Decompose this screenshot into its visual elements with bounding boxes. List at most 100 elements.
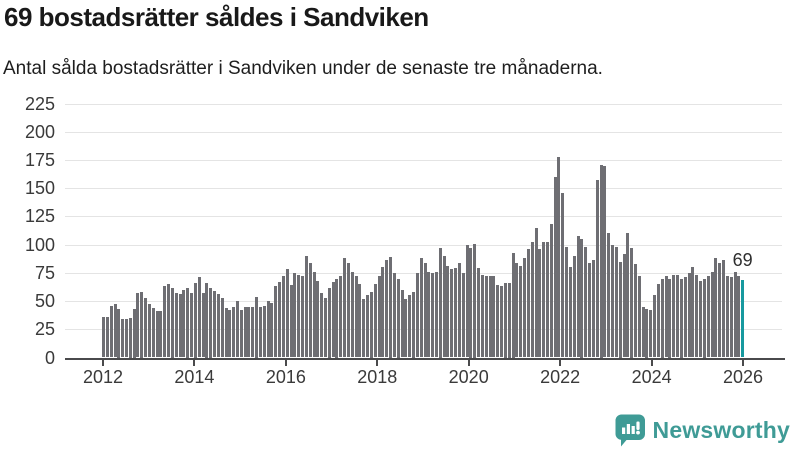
bar xyxy=(431,272,435,358)
bar xyxy=(584,246,588,358)
bar xyxy=(676,275,679,358)
bar xyxy=(572,255,576,358)
bar xyxy=(343,258,347,358)
bar xyxy=(251,306,255,358)
gridline xyxy=(65,131,782,133)
bar xyxy=(568,267,572,358)
bar xyxy=(454,268,458,358)
bar xyxy=(618,261,622,358)
bar xyxy=(630,248,634,358)
bar xyxy=(312,271,316,358)
bar xyxy=(634,263,637,358)
bar xyxy=(293,272,297,358)
bar xyxy=(197,277,201,358)
bar xyxy=(488,276,492,358)
bar xyxy=(125,319,128,358)
y-axis-tick-label: 50 xyxy=(34,291,55,312)
bar xyxy=(205,283,209,358)
bar xyxy=(281,276,285,358)
x-axis-tick-label: 2020 xyxy=(448,367,489,387)
bar xyxy=(622,253,626,358)
bar xyxy=(174,293,178,358)
bar xyxy=(542,242,546,358)
bar xyxy=(576,235,580,358)
x-axis-tick-label: 2026 xyxy=(722,367,764,387)
x-axis-tick-label: 2018 xyxy=(357,367,398,387)
bar xyxy=(492,276,496,358)
bar xyxy=(201,293,205,358)
bar xyxy=(457,262,461,358)
bar xyxy=(392,272,396,358)
bar xyxy=(565,246,569,358)
bar xyxy=(346,262,350,358)
x-axis-tick xyxy=(102,359,104,366)
bar xyxy=(603,165,607,358)
bar xyxy=(297,275,301,358)
newsworthy-wordmark: Newsworthy xyxy=(652,417,790,443)
bar xyxy=(243,306,247,358)
x-axis-tick xyxy=(284,359,287,366)
bar xyxy=(373,284,377,358)
bar xyxy=(105,316,109,358)
bar xyxy=(626,233,630,358)
bar xyxy=(151,307,155,358)
y-axis-tick-label: 25 xyxy=(34,319,55,340)
bar xyxy=(580,239,584,358)
bar xyxy=(144,297,148,358)
gridline xyxy=(65,103,782,105)
bar xyxy=(381,267,385,358)
bar xyxy=(515,262,519,358)
bar xyxy=(599,164,603,358)
bar xyxy=(354,276,358,358)
bar xyxy=(415,272,419,358)
bar xyxy=(377,276,381,358)
bar xyxy=(668,278,672,358)
bar xyxy=(641,306,645,358)
bar xyxy=(530,242,534,358)
bar xyxy=(408,295,412,358)
y-axis-tick-label: 125 xyxy=(24,206,55,227)
y-axis-tick-label: 75 xyxy=(34,262,55,283)
bar xyxy=(182,289,186,358)
bar xyxy=(427,271,431,358)
x-axis-tick xyxy=(193,359,196,366)
bar xyxy=(255,296,259,358)
bar xyxy=(545,242,549,358)
bar xyxy=(304,255,308,358)
bar xyxy=(664,276,668,358)
bar xyxy=(561,192,565,358)
bar xyxy=(400,289,404,358)
bar xyxy=(503,283,507,358)
bar xyxy=(247,306,251,358)
bar xyxy=(607,233,611,358)
bar xyxy=(637,276,641,358)
bar xyxy=(232,306,236,358)
bar xyxy=(136,293,140,358)
gridline xyxy=(65,244,782,246)
y-axis-tick-label: 150 xyxy=(24,178,55,199)
bar xyxy=(549,224,553,358)
x-axis-tick-label: 2016 xyxy=(265,367,306,387)
bar xyxy=(320,293,324,358)
bar xyxy=(358,284,362,358)
bar xyxy=(729,277,733,358)
bar xyxy=(699,280,702,358)
x-axis-tick xyxy=(650,359,653,366)
x-axis-tick xyxy=(467,359,470,366)
bar xyxy=(450,269,454,358)
bar xyxy=(469,248,473,358)
bar xyxy=(159,311,163,358)
newsworthy-logo[interactable]: Newsworthy xyxy=(615,414,790,447)
bar xyxy=(167,284,171,358)
bar xyxy=(484,276,488,358)
bar xyxy=(423,262,427,358)
bar xyxy=(461,272,465,358)
y-axis-tick-label: 100 xyxy=(24,234,55,255)
bar xyxy=(190,293,193,358)
bar xyxy=(228,310,232,358)
bar xyxy=(557,156,561,358)
bar xyxy=(496,285,500,358)
bar xyxy=(538,249,542,358)
bar xyxy=(553,176,557,358)
bar xyxy=(614,246,618,358)
